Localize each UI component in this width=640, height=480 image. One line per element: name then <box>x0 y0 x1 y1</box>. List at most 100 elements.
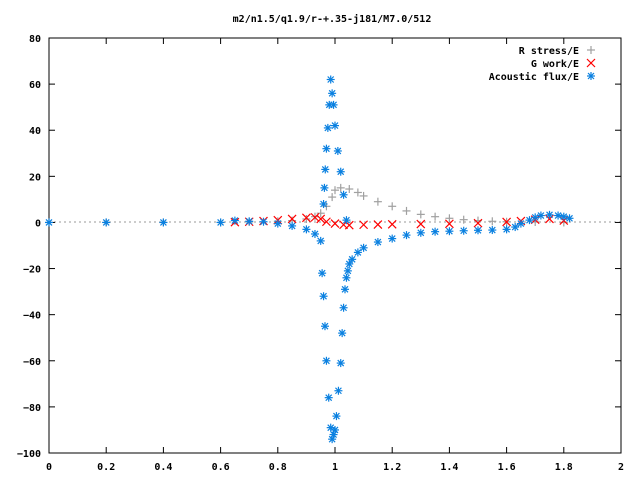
data-point <box>502 217 512 227</box>
legend-label: Acoustic flux/E <box>489 71 579 83</box>
data-point <box>516 219 525 228</box>
y-tick-label: −80 <box>23 403 41 414</box>
data-point <box>545 210 554 219</box>
series-layer <box>45 75 574 444</box>
data-point <box>348 255 357 264</box>
data-point <box>402 206 411 215</box>
data-point <box>545 214 554 224</box>
data-point <box>319 200 328 208</box>
data-point <box>565 214 574 223</box>
legend-marker <box>587 72 595 80</box>
data-point <box>488 226 497 235</box>
data-point <box>320 183 329 192</box>
y-tick-label: 80 <box>29 34 41 45</box>
x-tick-label: 1 <box>332 462 338 473</box>
x-tick-label: 0.4 <box>154 462 172 473</box>
data-point <box>373 220 383 229</box>
data-point <box>287 214 297 224</box>
data-point <box>216 218 225 227</box>
data-point <box>318 269 327 278</box>
data-point <box>245 217 254 226</box>
data-point <box>310 212 320 222</box>
data-point <box>353 248 362 257</box>
x-tick-label: 1.8 <box>555 462 573 473</box>
data-point <box>334 386 343 395</box>
data-point <box>353 188 362 197</box>
x-tick-label: 0.2 <box>97 462 115 473</box>
data-point <box>310 229 319 238</box>
data-point <box>316 236 325 245</box>
data-point <box>416 210 425 219</box>
data-point <box>333 146 342 155</box>
legend-marker <box>586 58 596 68</box>
data-point <box>345 185 354 194</box>
data-point <box>559 212 568 221</box>
data-point <box>342 273 351 282</box>
data-point <box>373 197 382 206</box>
legend-label: R stress/E <box>519 46 579 57</box>
data-point <box>373 238 382 247</box>
y-tick-label: −100 <box>17 449 41 460</box>
data-point <box>328 193 337 202</box>
data-point <box>431 227 440 236</box>
data-point <box>459 226 468 235</box>
data-point <box>102 218 111 227</box>
data-point <box>338 329 347 338</box>
data-point <box>416 219 426 229</box>
data-point <box>342 216 351 225</box>
data-point <box>445 227 454 236</box>
data-point <box>459 215 468 224</box>
series-1 <box>45 183 568 227</box>
series-3 <box>45 75 574 444</box>
data-point <box>301 213 311 223</box>
data-point <box>316 209 325 218</box>
data-point <box>416 228 425 237</box>
x-tick-label: 0.8 <box>269 462 287 473</box>
data-point <box>322 144 331 153</box>
y-tick-label: −60 <box>23 357 41 368</box>
y-tick-label: 20 <box>29 172 41 183</box>
data-point <box>359 243 368 252</box>
data-point <box>328 89 337 98</box>
data-point <box>321 165 330 174</box>
data-point <box>230 216 239 225</box>
chart-title: m2/n1.5/q1.9/r-+.35-j181/M7.0/512 <box>233 13 432 25</box>
x-tick-label: 1.6 <box>498 462 516 473</box>
y-axis: 80 60 40 20 0 −20 −40 −60 −80 −100 <box>17 34 621 460</box>
data-point <box>326 75 335 84</box>
data-point <box>444 219 454 229</box>
data-point <box>331 186 339 195</box>
data-point <box>336 183 345 192</box>
data-point <box>324 393 333 402</box>
x-tick-label: 1.4 <box>440 462 458 473</box>
data-point <box>531 213 540 222</box>
x-tick-label: 1.2 <box>383 462 401 473</box>
data-point <box>474 226 482 235</box>
data-point <box>323 123 332 132</box>
data-point <box>319 292 328 301</box>
data-point <box>273 219 282 228</box>
data-point <box>536 211 545 220</box>
data-point <box>339 303 348 312</box>
data-point <box>316 214 326 224</box>
data-point <box>302 225 311 234</box>
data-point <box>331 121 339 130</box>
y-tick-label: −20 <box>23 265 41 276</box>
data-point <box>402 231 411 240</box>
x-tick-label: 0 <box>46 462 52 473</box>
data-point <box>329 100 338 109</box>
x-axis: 0 0.2 0.4 0.6 0.8 1 1.2 1.4 1.6 1.8 2 <box>46 38 624 473</box>
data-point <box>431 212 440 221</box>
y-tick-label: 60 <box>29 80 41 91</box>
data-point <box>388 202 397 211</box>
data-point <box>336 167 345 176</box>
data-point <box>502 225 511 234</box>
y-tick-label: −40 <box>23 311 41 322</box>
data-point <box>331 425 339 434</box>
y-tick-label: 0 <box>35 218 41 229</box>
data-point <box>288 221 297 230</box>
data-point <box>488 217 497 226</box>
data-point <box>473 218 483 228</box>
